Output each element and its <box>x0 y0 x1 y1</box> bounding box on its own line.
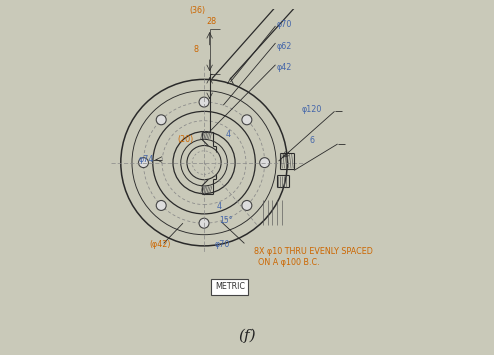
Text: φ70: φ70 <box>215 240 230 250</box>
Text: 8X φ10 THRU EVENLY SPACED: 8X φ10 THRU EVENLY SPACED <box>254 247 372 256</box>
Text: 28: 28 <box>207 17 217 26</box>
Text: ON A φ100 B.C.: ON A φ100 B.C. <box>258 257 320 267</box>
Text: 15°: 15° <box>219 215 233 225</box>
Text: φ62: φ62 <box>277 42 292 51</box>
Text: METRIC: METRIC <box>215 282 245 291</box>
Text: (20): (20) <box>177 135 194 144</box>
Ellipse shape <box>156 115 166 125</box>
Text: (f): (f) <box>238 328 256 343</box>
Text: φ74: φ74 <box>139 155 154 164</box>
Text: (36): (36) <box>189 6 206 15</box>
Text: 4: 4 <box>216 202 221 211</box>
Ellipse shape <box>199 218 209 228</box>
FancyBboxPatch shape <box>211 279 248 295</box>
Text: 6: 6 <box>310 136 315 146</box>
Ellipse shape <box>260 158 270 168</box>
Text: φ42: φ42 <box>277 64 292 72</box>
Text: φ120: φ120 <box>302 105 322 114</box>
Ellipse shape <box>242 115 252 125</box>
Text: φ70: φ70 <box>277 20 292 29</box>
Text: (φ42): (φ42) <box>150 240 171 250</box>
Ellipse shape <box>199 97 209 107</box>
Text: 4: 4 <box>226 130 231 139</box>
Ellipse shape <box>138 158 148 168</box>
Ellipse shape <box>156 201 166 211</box>
Text: 8: 8 <box>194 45 199 54</box>
Ellipse shape <box>242 201 252 211</box>
